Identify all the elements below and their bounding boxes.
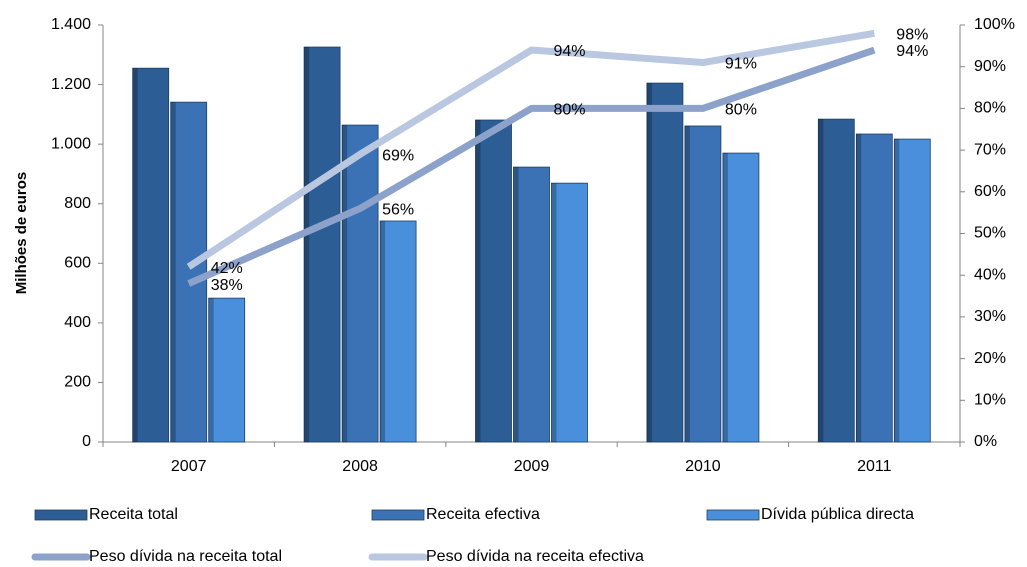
bar xyxy=(379,220,417,443)
y2-tick-label: 80% xyxy=(974,100,1006,117)
y2-tick-label: 0% xyxy=(974,433,997,450)
data-label: 56% xyxy=(382,202,414,219)
y2-tick-label: 60% xyxy=(974,183,1006,200)
data-label: 94% xyxy=(896,43,928,60)
y-tick-label: 1.400 xyxy=(51,16,91,33)
bar xyxy=(893,138,931,443)
y-tick-label: 1.200 xyxy=(51,76,91,93)
legend-swatch xyxy=(371,509,425,521)
bar xyxy=(551,182,588,443)
bar xyxy=(170,101,208,443)
data-label: 69% xyxy=(382,147,414,164)
x-tick-label: 2008 xyxy=(342,458,378,475)
bar xyxy=(132,67,170,443)
y-tick-label: 600 xyxy=(64,255,91,272)
data-label: 94% xyxy=(554,43,586,60)
y2-tick-label: 30% xyxy=(974,308,1006,325)
line xyxy=(187,46,876,287)
data-label: 80% xyxy=(554,102,586,119)
y2-tick-label: 70% xyxy=(974,141,1006,158)
legend-label: Peso dívida na receita total xyxy=(89,548,282,565)
legend-label: Receita efectiva xyxy=(426,506,540,523)
legend-label: Dívida pública directa xyxy=(761,506,914,523)
x-tick-label: 2009 xyxy=(514,458,550,475)
bar xyxy=(646,82,684,443)
bar xyxy=(341,124,379,443)
y-tick-label: 200 xyxy=(64,374,91,391)
x-tick-label: 2010 xyxy=(685,458,721,475)
legend-swatch xyxy=(706,509,760,521)
line xyxy=(186,29,875,270)
y-tick-label: 1.000 xyxy=(51,135,91,152)
bar xyxy=(208,297,246,443)
y-axis-title: Milhões de euros xyxy=(13,172,30,295)
y-tick-label: 800 xyxy=(64,195,91,212)
bar xyxy=(722,152,760,443)
legend-label: Receita total xyxy=(89,506,178,523)
data-label: 98% xyxy=(896,27,928,44)
data-label: 91% xyxy=(725,56,757,73)
x-tick-label: 2007 xyxy=(171,458,207,475)
y2-tick-label: 90% xyxy=(974,58,1006,75)
y-tick-label: 400 xyxy=(64,314,91,331)
bar xyxy=(817,118,855,443)
y2-tick-label: 20% xyxy=(974,350,1006,367)
y2-tick-label: 10% xyxy=(974,392,1006,409)
bar xyxy=(855,133,893,443)
y2-tick-label: 40% xyxy=(974,266,1006,283)
y2-tick-label: 50% xyxy=(974,225,1006,242)
bar xyxy=(475,119,512,443)
data-label: 42% xyxy=(211,260,243,277)
bar xyxy=(303,46,341,443)
y2-tick-label: 100% xyxy=(974,16,1015,33)
data-label: 80% xyxy=(725,102,757,119)
bar xyxy=(684,125,722,443)
bar xyxy=(513,166,550,443)
legend-swatch xyxy=(34,509,88,521)
x-tick-label: 2011 xyxy=(857,458,892,475)
y-tick-label: 0 xyxy=(82,433,91,450)
data-label: 38% xyxy=(211,277,243,294)
legend-label: Peso dívida na receita efectiva xyxy=(426,548,644,565)
